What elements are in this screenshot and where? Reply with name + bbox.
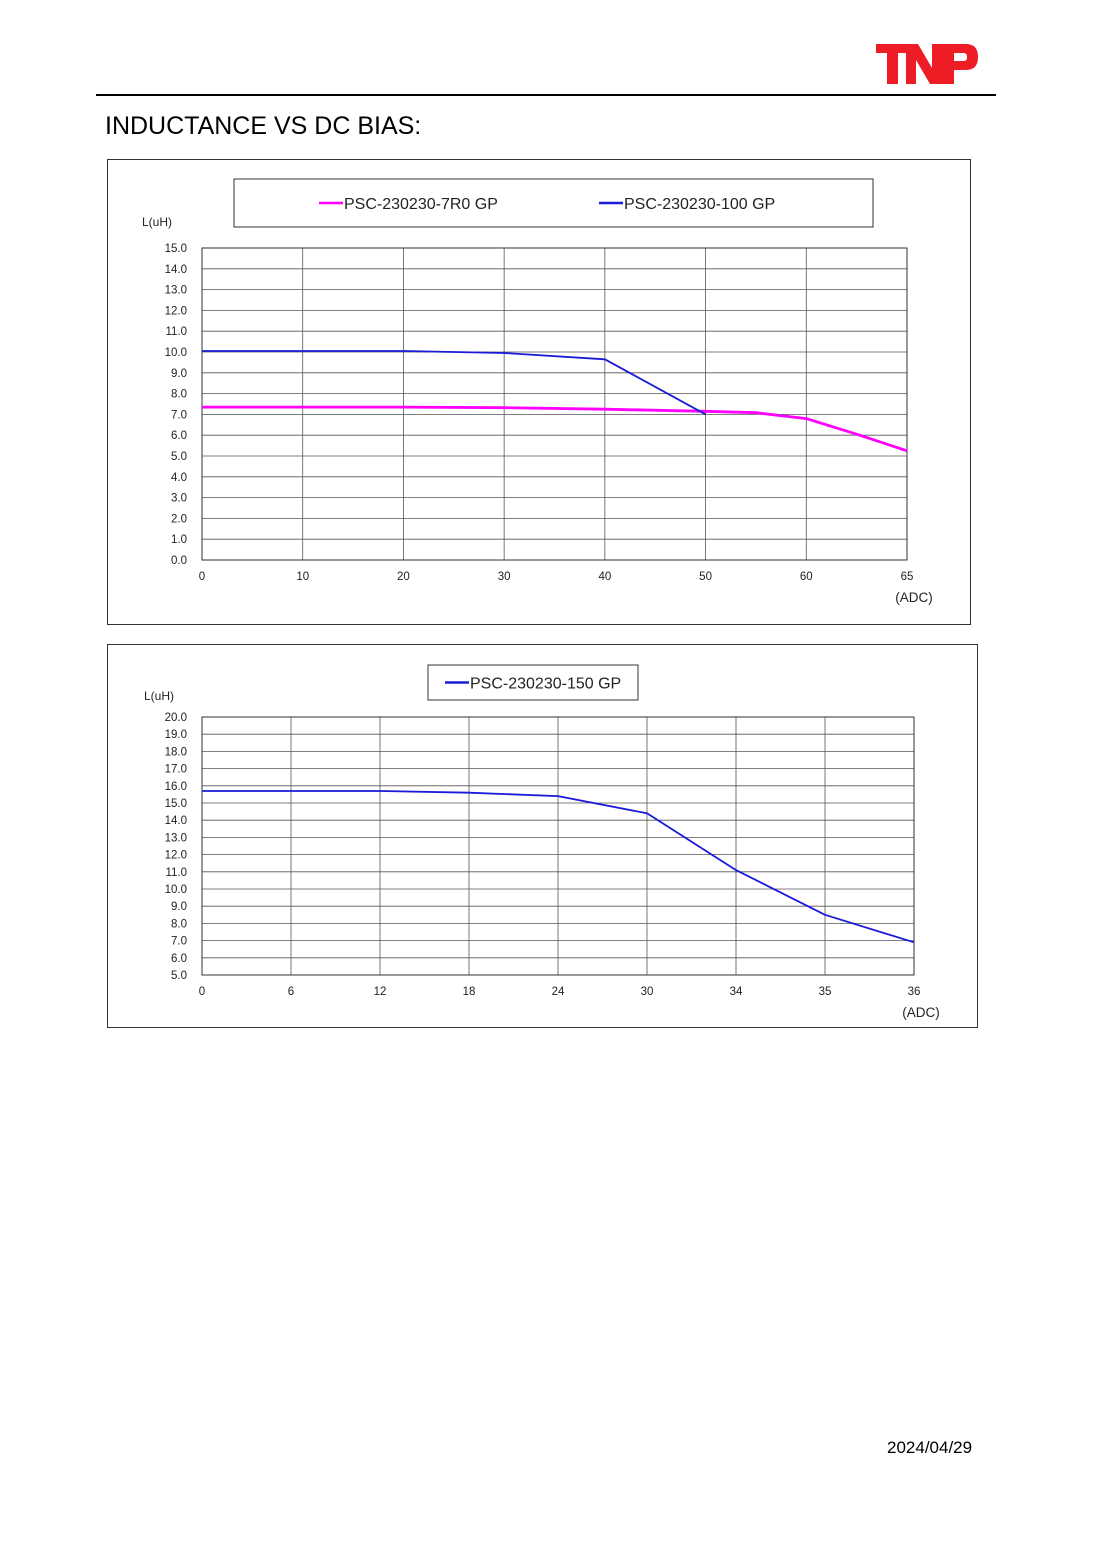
document-date: 2024/04/29 xyxy=(887,1438,973,1457)
tnp-logo xyxy=(876,44,978,84)
y-tick-label: 7.0 xyxy=(171,409,187,421)
y-tick-label: 0.0 xyxy=(171,555,187,567)
y-tick-label: 7.0 xyxy=(171,936,187,948)
x-axis-title: (ADC) xyxy=(895,590,933,605)
y-tick-label: 6.0 xyxy=(171,430,187,442)
y-tick-label: 15.0 xyxy=(165,798,187,810)
y-tick-label: 3.0 xyxy=(171,493,187,505)
page-heading: INDUCTANCE VS DC BIAS: xyxy=(105,112,422,140)
x-tick-label: 10 xyxy=(296,571,309,583)
legend-label-1: PSC-230230-150 GP xyxy=(470,676,621,693)
chart-1-svg: PSC-230230-7R0 GP PSC-230230-100 GP L(uH) 0… xyxy=(142,178,933,605)
y-tick-label: 13.0 xyxy=(165,832,187,844)
plot-area-border xyxy=(201,247,908,561)
y-tick-label: 1.0 xyxy=(171,534,187,546)
x-tick-label: 34 xyxy=(730,986,743,998)
x-tick-label: 18 xyxy=(463,986,476,998)
tnp-logo-mark xyxy=(876,44,978,84)
y-tick-label: 17.0 xyxy=(165,764,187,776)
y-tick-label: 2.0 xyxy=(171,513,187,525)
y-tick-label: 11.0 xyxy=(165,326,187,338)
y-tick-label: 15.0 xyxy=(165,243,187,255)
x-tick-label: 60 xyxy=(800,571,813,583)
plot-area-border xyxy=(201,716,915,976)
y-tick-label: 20.0 xyxy=(165,712,187,724)
x-axis-title: (ADC) xyxy=(902,1005,940,1020)
x-tick-label: 65 xyxy=(901,571,914,583)
y-tick-label: 12.0 xyxy=(165,850,187,862)
y-tick-label: 8.0 xyxy=(171,918,187,930)
legend-label-1: PSC-230230-7R0 GP xyxy=(344,196,498,213)
y-axis-title: L(uH) xyxy=(144,689,174,703)
x-tick-label: 12 xyxy=(374,986,387,998)
y-tick-label: 8.0 xyxy=(171,389,187,401)
y-tick-label: 10.0 xyxy=(165,347,187,359)
x-tick-label: 6 xyxy=(288,986,294,998)
chart-inductance-150: PSC-230230-150 GP L(uH) 5.0 6.0 7.0 8.0 9.0 10.… xyxy=(107,644,978,1028)
header-rule xyxy=(96,94,996,96)
y-axis-title: L(uH) xyxy=(142,215,172,229)
y-tick-label: 9.0 xyxy=(171,368,187,380)
x-tick-label: 50 xyxy=(699,571,712,583)
x-tick-label: 30 xyxy=(498,571,511,583)
x-tick-label: 30 xyxy=(641,986,654,998)
y-tick-label: 14.0 xyxy=(165,815,187,827)
legend-label-2: PSC-230230-100 GP xyxy=(624,196,775,213)
y-tick-label: 12.0 xyxy=(165,305,187,317)
y-tick-label: 19.0 xyxy=(165,729,187,741)
x-tick-label: 35 xyxy=(819,986,832,998)
y-tick-label: 14.0 xyxy=(165,264,187,276)
y-tick-label: 16.0 xyxy=(165,781,187,793)
y-tick-label: 4.0 xyxy=(171,472,187,484)
y-tick-label: 13.0 xyxy=(165,285,187,297)
chart-inductance-7r0-100: PSC-230230-7R0 GP PSC-230230-100 GP L(uH) 0… xyxy=(107,159,971,625)
series-line-1 xyxy=(202,405,908,453)
x-tick-label: 24 xyxy=(552,986,565,998)
y-tick-label: 5.0 xyxy=(171,970,187,982)
x-tick-label: 20 xyxy=(397,571,410,583)
x-tick-label: 0 xyxy=(199,986,205,998)
x-tick-label: 0 xyxy=(199,571,205,583)
y-tick-label: 18.0 xyxy=(165,746,187,758)
y-tick-label: 9.0 xyxy=(171,901,187,913)
x-tick-label: 36 xyxy=(908,986,921,998)
y-tick-label: 6.0 xyxy=(171,953,187,965)
chart-2-svg: PSC-230230-150 GP L(uH) 5.0 6.0 7.0 8.0 9.0 10.… xyxy=(144,664,940,1020)
series-line-1 xyxy=(202,790,915,944)
series-line-2 xyxy=(202,350,707,416)
y-tick-label: 5.0 xyxy=(171,451,187,463)
y-tick-label: 10.0 xyxy=(165,884,187,896)
y-tick-label: 11.0 xyxy=(165,867,187,879)
x-tick-label: 40 xyxy=(598,571,611,583)
